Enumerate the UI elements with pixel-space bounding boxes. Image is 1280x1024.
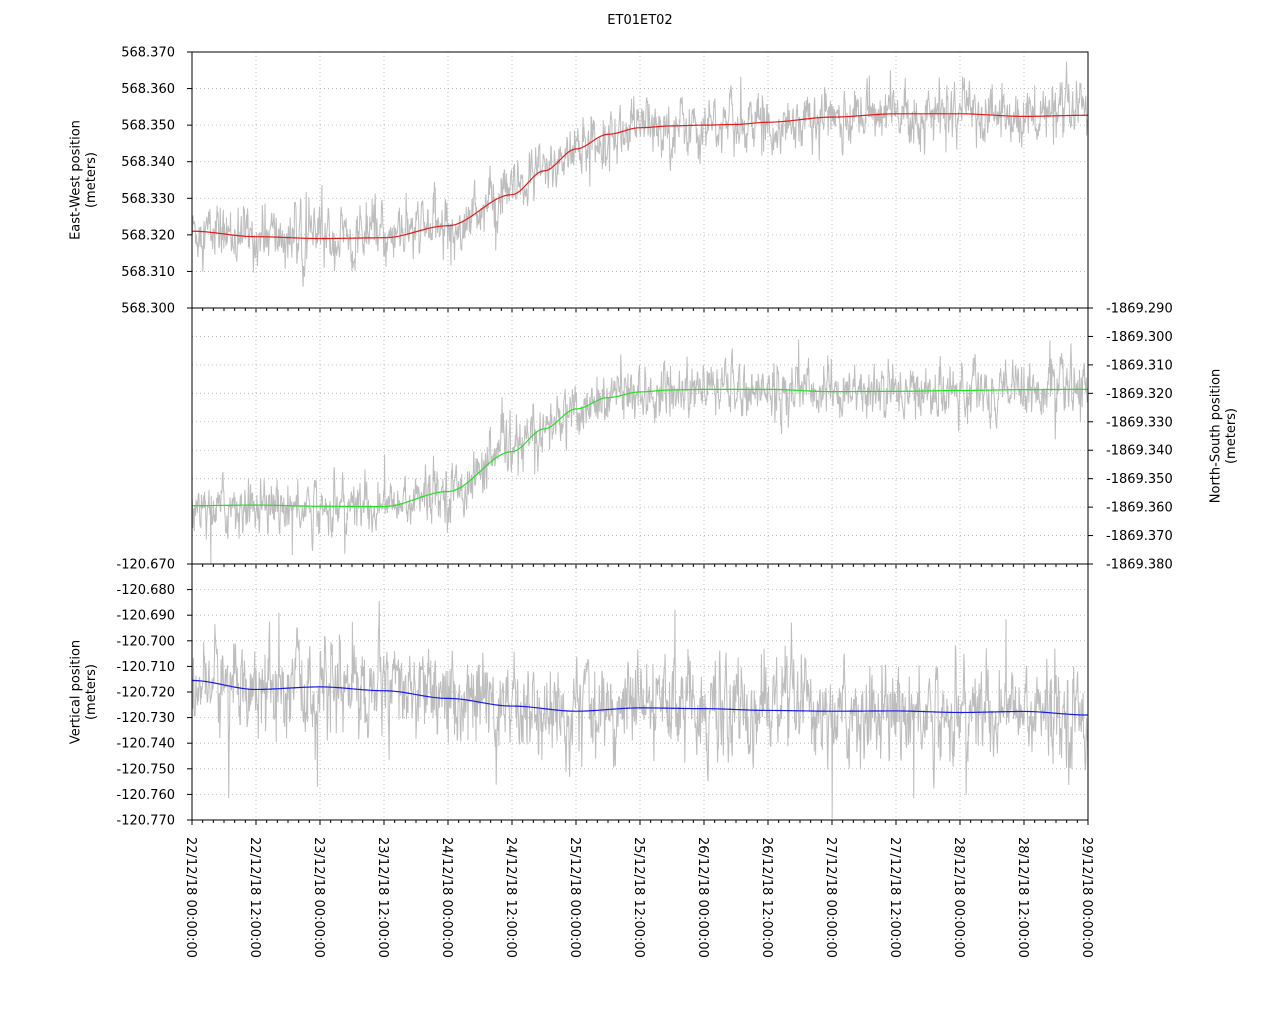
x-tick-label: 28/12/18 12:00:00 xyxy=(1015,837,1030,958)
x-tick-label: 23/12/18 12:00:00 xyxy=(375,837,390,958)
y-tick-label: -120.760 xyxy=(117,788,175,803)
y-tick-label: -120.770 xyxy=(117,814,175,829)
fit-series-vertical xyxy=(191,679,1089,716)
x-tick-label: 22/12/18 00:00:00 xyxy=(183,837,198,958)
panel-east-west: 568.300 568.310 568.320 568.330 568.340 568.3… xyxy=(68,46,1089,317)
y-tick-label: -1869.320 xyxy=(1106,387,1173,402)
y-tick-label: 568.370 xyxy=(121,46,175,61)
y-tick-label: -1869.350 xyxy=(1106,472,1173,487)
panels-group: 568.300 568.310 568.320 568.330 568.340 568.3… xyxy=(68,46,1239,829)
y-tick-label: -120.740 xyxy=(117,737,175,752)
y-tick-label: -120.680 xyxy=(117,583,175,598)
y-tick-label: -1869.300 xyxy=(1106,330,1173,345)
y-tick-label: 568.350 xyxy=(121,119,175,134)
y-tick-label: -120.690 xyxy=(117,609,175,624)
y-tick-label: -120.700 xyxy=(117,634,175,649)
raw-series-east-west xyxy=(191,61,1089,287)
fit-series-north-south xyxy=(192,388,1088,508)
y-tick-label: -120.720 xyxy=(117,686,175,701)
x-tick-label: 27/12/18 12:00:00 xyxy=(887,837,902,958)
x-tick-label: 28/12/18 00:00:00 xyxy=(951,837,966,958)
y-tick-label: -120.710 xyxy=(117,660,175,675)
y-tick-label: -1869.330 xyxy=(1106,415,1173,430)
y-tick-label: -1869.290 xyxy=(1106,302,1173,317)
y-tick-label: -1869.380 xyxy=(1106,558,1173,573)
x-tick-label: 24/12/18 00:00:00 xyxy=(439,837,454,958)
x-tick-label: 26/12/18 12:00:00 xyxy=(759,837,774,958)
y-tick-label: -1869.360 xyxy=(1106,501,1173,516)
y-tick-label: 568.300 xyxy=(121,302,175,317)
y-tick-label: -1869.340 xyxy=(1106,444,1173,459)
y-tick-label: -1869.370 xyxy=(1106,529,1173,544)
x-axis: 22/12/18 00:00:00 22/12/18 12:00:00 23/12/… xyxy=(183,837,1094,958)
x-tick-label: 23/12/18 00:00:00 xyxy=(311,837,326,958)
fit-series-east-west xyxy=(191,113,1088,240)
panel-north-south: -1869.380 -1869.370 -1869.360 -1869.350 -186… xyxy=(191,302,1239,573)
y-tick-label: -120.670 xyxy=(117,558,175,573)
x-tick-label: 27/12/18 00:00:00 xyxy=(823,837,838,958)
y-axis-label-vertical: Vertical position(meters) xyxy=(68,640,99,744)
x-tick-label: 29/12/18 00:00:00 xyxy=(1079,837,1094,958)
x-tick-label: 22/12/18 12:00:00 xyxy=(247,837,262,958)
x-tick-label: 24/12/18 12:00:00 xyxy=(503,837,518,958)
y-tick-label: 568.340 xyxy=(121,155,175,170)
x-tick-label: 25/12/18 12:00:00 xyxy=(631,837,646,958)
y-tick-label: -120.730 xyxy=(117,711,175,726)
chart-title: ET01ET02 xyxy=(607,13,672,28)
raw-series-vertical xyxy=(191,600,1089,819)
x-tick-label: 25/12/18 00:00:00 xyxy=(567,837,582,958)
y-axis-label-east-west: East-West position(meters) xyxy=(68,120,99,240)
panel-vertical: -120.770 -120.760 -120.750 -120.740 -120.730… xyxy=(68,558,1089,829)
y-tick-label: 568.330 xyxy=(121,192,175,207)
x-tick-label: 26/12/18 00:00:00 xyxy=(695,837,710,958)
y-tick-label: 568.320 xyxy=(121,228,175,243)
y-axis-label-north-south: North-South position(meters) xyxy=(1208,369,1239,503)
y-tick-label: 568.360 xyxy=(121,82,175,97)
y-tick-label: -120.750 xyxy=(117,762,175,777)
y-tick-label: -1869.310 xyxy=(1106,358,1173,373)
y-tick-label: 568.310 xyxy=(121,265,175,280)
raw-series-north-south xyxy=(191,339,1089,565)
